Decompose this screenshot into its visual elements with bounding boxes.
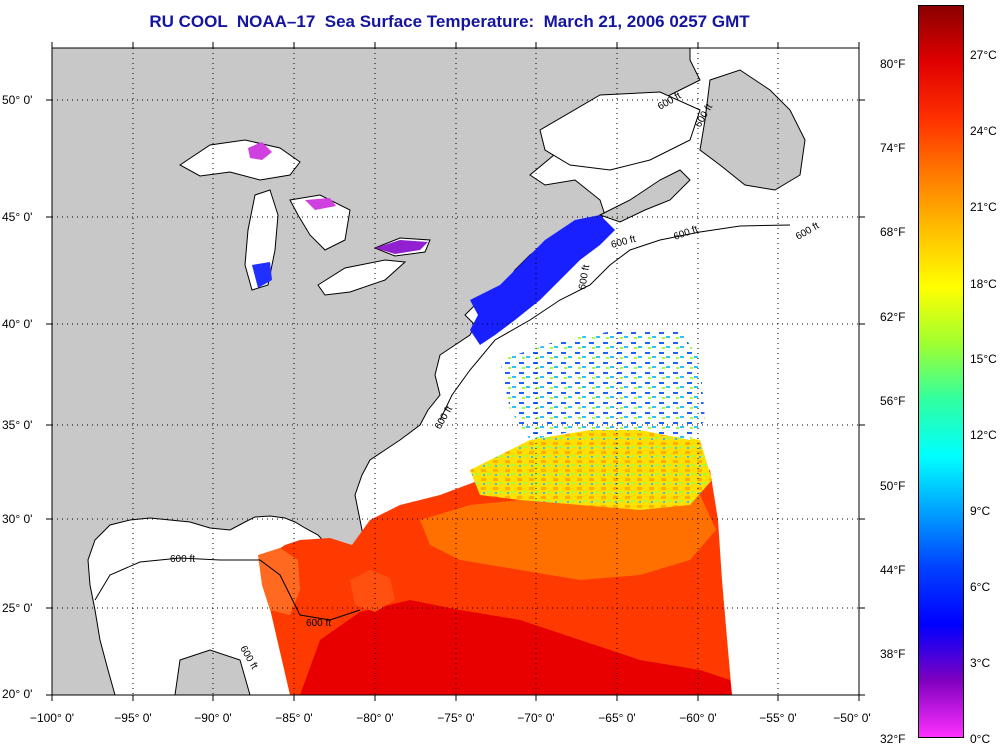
land-nova-scotia <box>598 169 691 223</box>
land-yucatan <box>174 649 251 695</box>
colorbar-label-c: 24°C <box>970 124 997 138</box>
lon-label-50: −50° 0' <box>833 711 871 725</box>
lon-label-95: −95° 0' <box>114 711 152 725</box>
temperature-colorbar <box>918 5 964 738</box>
sst-ice-lake-erie <box>375 240 428 254</box>
sst-gulf-of-mexico-patch <box>258 548 300 615</box>
lat-label-50: 50° 0' <box>2 93 33 107</box>
land-newfoundland <box>699 69 806 191</box>
sst-hot-core <box>300 600 732 695</box>
colorbar-label-c: 27°C <box>970 48 997 62</box>
lon-label-80: −80° 0' <box>356 711 394 725</box>
lon-label-85: −85° 0' <box>275 711 313 725</box>
lat-label-45: 45° 0' <box>2 210 33 224</box>
colorbar-label-f: 38°F <box>880 647 906 661</box>
colorbar-label-c: 12°C <box>970 428 997 442</box>
colorbar-label-c: 15°C <box>970 352 997 366</box>
contour-label: 600 ft <box>170 554 195 565</box>
lat-label-35: 35° 0' <box>2 418 33 432</box>
colorbar-label-f: 32°F <box>880 732 906 746</box>
lat-label-25: 25° 0' <box>2 601 33 615</box>
lon-label-65: −65° 0' <box>598 711 636 725</box>
lon-label-60: −60° 0' <box>679 711 717 725</box>
gulf-of-st-lawrence <box>539 91 701 171</box>
sst-cold-lake-michigan <box>252 262 272 288</box>
lon-label-90: −90° 0' <box>194 711 232 725</box>
lon-label-70: −70° 0' <box>517 711 555 725</box>
lon-label-100: −100° 0' <box>29 711 75 725</box>
colorbar-label-f: 62°F <box>880 310 906 324</box>
colorbar-label-f: 44°F <box>880 563 906 577</box>
contour-label: 600 ft <box>577 264 592 291</box>
sst-florida-keys <box>350 570 395 612</box>
colorbar-label-c: 0°C <box>970 732 991 746</box>
colorbar-label-c: 6°C <box>970 580 991 594</box>
lon-label-55: −55° 0' <box>759 711 797 725</box>
colorbar-label-f: 68°F <box>880 225 906 239</box>
lake-erie <box>317 259 407 296</box>
colorbar-label-f: 56°F <box>880 394 906 408</box>
sst-ice-huron <box>305 198 336 210</box>
lake-huron <box>289 194 351 251</box>
colorbar-label-c: 3°C <box>970 656 991 670</box>
sst-gulf-stream-orange <box>420 495 716 580</box>
axis-ticks <box>46 42 865 701</box>
sst-ice-superior <box>248 142 272 160</box>
lat-label-30: 30° 0' <box>2 512 33 526</box>
sst-cold-gulf-of-maine <box>470 215 615 345</box>
contour-label: 600 ft <box>306 618 331 629</box>
land-north-america <box>52 48 701 695</box>
colorbar-label-f: 80°F <box>880 57 906 71</box>
isobath-600ft <box>439 224 791 421</box>
colorbar-label-c: 9°C <box>970 504 991 518</box>
isobath-600ft-gulf <box>94 557 361 621</box>
chart-title: RU COOL NOAA–17 Sea Surface Temperature:… <box>149 12 750 31</box>
lat-label-40: 40° 0' <box>2 317 33 331</box>
colorbar-label-f: 74°F <box>880 141 906 155</box>
colorbar-label-c: 18°C <box>970 277 997 291</box>
lon-label-75: −75° 0' <box>437 711 475 725</box>
lat-label-20: 20° 0' <box>2 687 33 701</box>
colorbar-label-f: 50°F <box>880 479 906 493</box>
colorbar-label-c: 21°C <box>970 200 997 214</box>
sst-cool-speckle <box>500 330 705 440</box>
sst-yellow-band <box>470 430 712 510</box>
